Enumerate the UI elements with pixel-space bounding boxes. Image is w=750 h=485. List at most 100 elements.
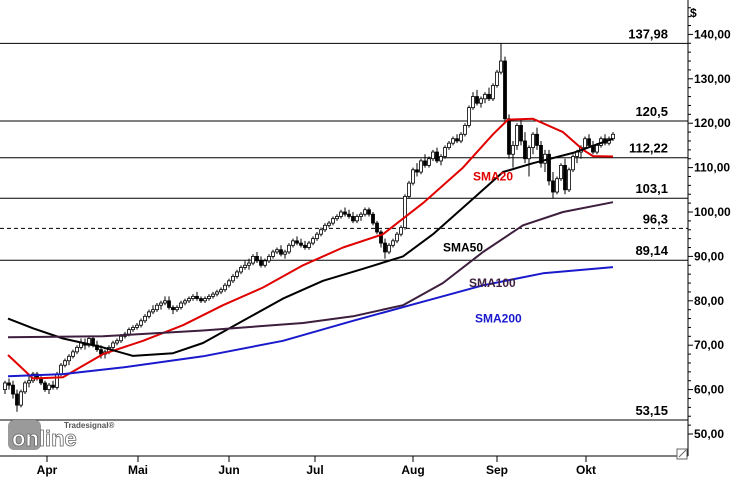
y-tick-label: 140,00	[694, 27, 731, 41]
candle-body	[391, 240, 395, 246]
candle-body	[339, 211, 343, 217]
candle-body	[187, 298, 191, 302]
candle-body	[251, 255, 255, 264]
candle-body	[567, 169, 571, 191]
candle-body	[243, 264, 247, 268]
candle-body	[331, 218, 335, 224]
level-label: 112,22	[629, 141, 668, 156]
y-tick-label: 50,00	[694, 427, 724, 441]
y-tick-label: 80,00	[694, 294, 724, 308]
candle-body	[547, 153, 551, 182]
candle-body	[59, 364, 63, 375]
candle-body	[555, 178, 559, 193]
candle-body	[135, 324, 139, 328]
candle-body	[159, 302, 163, 306]
candle-body	[71, 351, 75, 357]
candle-body	[495, 71, 499, 86]
candle-body	[519, 125, 523, 142]
candle-body	[439, 156, 443, 162]
candle-body	[507, 118, 511, 155]
candle-body	[179, 302, 183, 308]
x-tick-label: Okt	[576, 463, 596, 477]
level-label: 96,3	[643, 211, 668, 226]
candle-body	[563, 164, 567, 191]
candle-body	[55, 373, 59, 388]
candle-body	[471, 96, 475, 109]
candle-body	[415, 169, 419, 173]
y-tick-label: 110,00	[694, 161, 730, 175]
x-tick-label: Mai	[128, 463, 148, 477]
resize-grip-icon	[678, 449, 687, 458]
candle-body	[7, 382, 11, 386]
candle-body	[315, 233, 319, 240]
candle-body	[255, 255, 259, 262]
candle-body	[419, 160, 423, 173]
candle-body	[527, 147, 531, 160]
candle-body	[515, 125, 519, 146]
candle-body	[407, 182, 411, 197]
candle-body	[431, 151, 435, 160]
candle-body	[227, 280, 231, 286]
candle-body	[463, 125, 467, 135]
candle-body	[535, 133, 539, 146]
candle-body	[387, 244, 391, 253]
candle-body	[399, 227, 403, 235]
candle-body	[371, 213, 375, 224]
candle-body	[63, 360, 67, 366]
candle-body	[427, 158, 431, 166]
candle-body	[367, 209, 371, 215]
x-tick-label: Aug	[401, 463, 424, 477]
candle-body	[487, 93, 491, 100]
candle-body	[195, 295, 199, 299]
candle-body	[343, 211, 347, 215]
level-labels: 137,98 120,5 112,22 103,1 96,3 89,14 53,15	[628, 26, 669, 418]
candle-body	[587, 138, 591, 146]
candle-body	[311, 238, 315, 244]
level-label: 103,1	[635, 181, 668, 196]
y-tick-label: 70,00	[694, 338, 724, 352]
candle-body	[119, 335, 123, 342]
series-label-sma50: SMA50	[443, 241, 483, 255]
candle-body	[595, 144, 599, 153]
candle-body	[151, 309, 155, 313]
candle-body	[307, 242, 311, 248]
x-tick-label: Jun	[218, 463, 239, 477]
candle-body	[475, 96, 479, 104]
candle-body	[171, 307, 175, 311]
candle-body	[355, 216, 359, 222]
candle-body	[435, 151, 439, 162]
candle-body	[127, 329, 131, 335]
candle-body	[479, 98, 483, 104]
candle-body	[319, 229, 323, 235]
candle-body	[275, 249, 279, 253]
candle-body	[459, 133, 463, 142]
candle-body	[467, 107, 471, 126]
candle-body	[183, 300, 187, 304]
axes: $50,00 60,00 70,00 80,00 90,00 100,00 110,00 12…	[0, 0, 731, 477]
candle-body	[147, 311, 151, 317]
candle-body	[295, 240, 299, 244]
series-line-sma200	[7, 266, 614, 378]
y-tick-label: 120,00	[694, 116, 731, 130]
candle-body	[291, 240, 295, 246]
candle-body	[207, 295, 211, 299]
candle-body	[395, 233, 399, 242]
candle-body	[455, 138, 459, 142]
candle-body	[379, 231, 383, 244]
series-line-sma20	[7, 117, 614, 380]
series-label-sma20: SMA20	[473, 169, 513, 183]
candle-body	[23, 382, 27, 393]
candle-body	[211, 293, 215, 297]
candle-body	[115, 340, 119, 344]
series-line-sma50	[7, 137, 614, 357]
candle-body	[155, 304, 159, 311]
horizontal-levels	[0, 42, 688, 421]
y-tick-label: 60,00	[694, 383, 724, 397]
candle-body	[131, 327, 135, 331]
candle-body	[111, 342, 115, 348]
candlesticks	[3, 43, 615, 412]
candle-body	[523, 140, 527, 160]
x-tick-label: Sep	[486, 463, 508, 477]
